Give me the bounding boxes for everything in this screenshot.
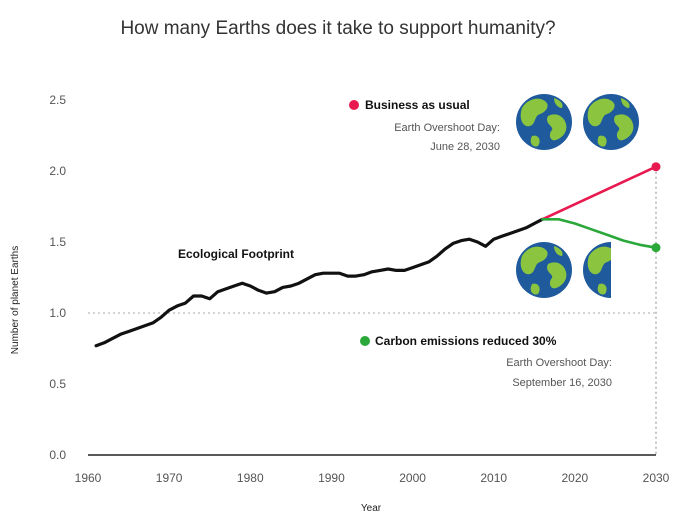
y-axis-ticks: 0.0 0.5 1.0 1.5 2.0 2.5 (49, 93, 66, 462)
reduced-marker (360, 336, 370, 346)
earth-icons-reduced (516, 242, 639, 298)
y-tick-label: 0.5 (49, 377, 66, 391)
reduced-label: Carbon emissions reduced 30% (375, 334, 557, 348)
x-tick-label: 1960 (75, 471, 102, 485)
series-line-2 (542, 219, 656, 247)
series-endpoint-1 (652, 162, 661, 171)
series-line-1 (542, 167, 656, 220)
bau-marker (349, 100, 359, 110)
footprint-label: Ecological Footprint (178, 247, 294, 261)
reduced-overshoot-line1: Earth Overshoot Day: (506, 357, 612, 369)
y-tick-label: 1.5 (49, 235, 66, 249)
x-tick-label: 1980 (237, 471, 264, 485)
series-line-0 (96, 219, 542, 345)
earth-icon (516, 94, 572, 150)
x-axis-ticks: 1960 1970 1980 1990 2000 2010 2020 2030 (75, 471, 670, 485)
x-tick-label: 2030 (643, 471, 670, 485)
x-tick-label: 1990 (318, 471, 345, 485)
earth-icon (516, 242, 572, 298)
x-tick-label: 2010 (480, 471, 507, 485)
bau-label: Business as usual (365, 98, 470, 112)
y-tick-label: 0.0 (49, 448, 66, 462)
x-axis-label: Year (361, 503, 382, 514)
y-tick-label: 2.5 (49, 93, 66, 107)
earth-icons-business-as-usual (516, 94, 639, 150)
x-tick-label: 2000 (399, 471, 426, 485)
bau-overshoot-line1: Earth Overshoot Day: (394, 122, 500, 134)
x-tick-label: 2020 (562, 471, 589, 485)
reduced-overshoot-date: September 16, 2030 (512, 377, 612, 389)
series-endpoint-2 (652, 243, 661, 252)
x-tick-label: 1970 (156, 471, 183, 485)
half-earth-icon (583, 242, 639, 298)
y-tick-label: 2.0 (49, 164, 66, 178)
y-axis-label: Number of planet Earths (10, 246, 21, 354)
chart-title: How many Earths does it take to support … (120, 18, 555, 39)
bau-overshoot-date: June 28, 2030 (430, 141, 500, 153)
earth-icon (583, 94, 639, 150)
y-tick-label: 1.0 (49, 306, 66, 320)
